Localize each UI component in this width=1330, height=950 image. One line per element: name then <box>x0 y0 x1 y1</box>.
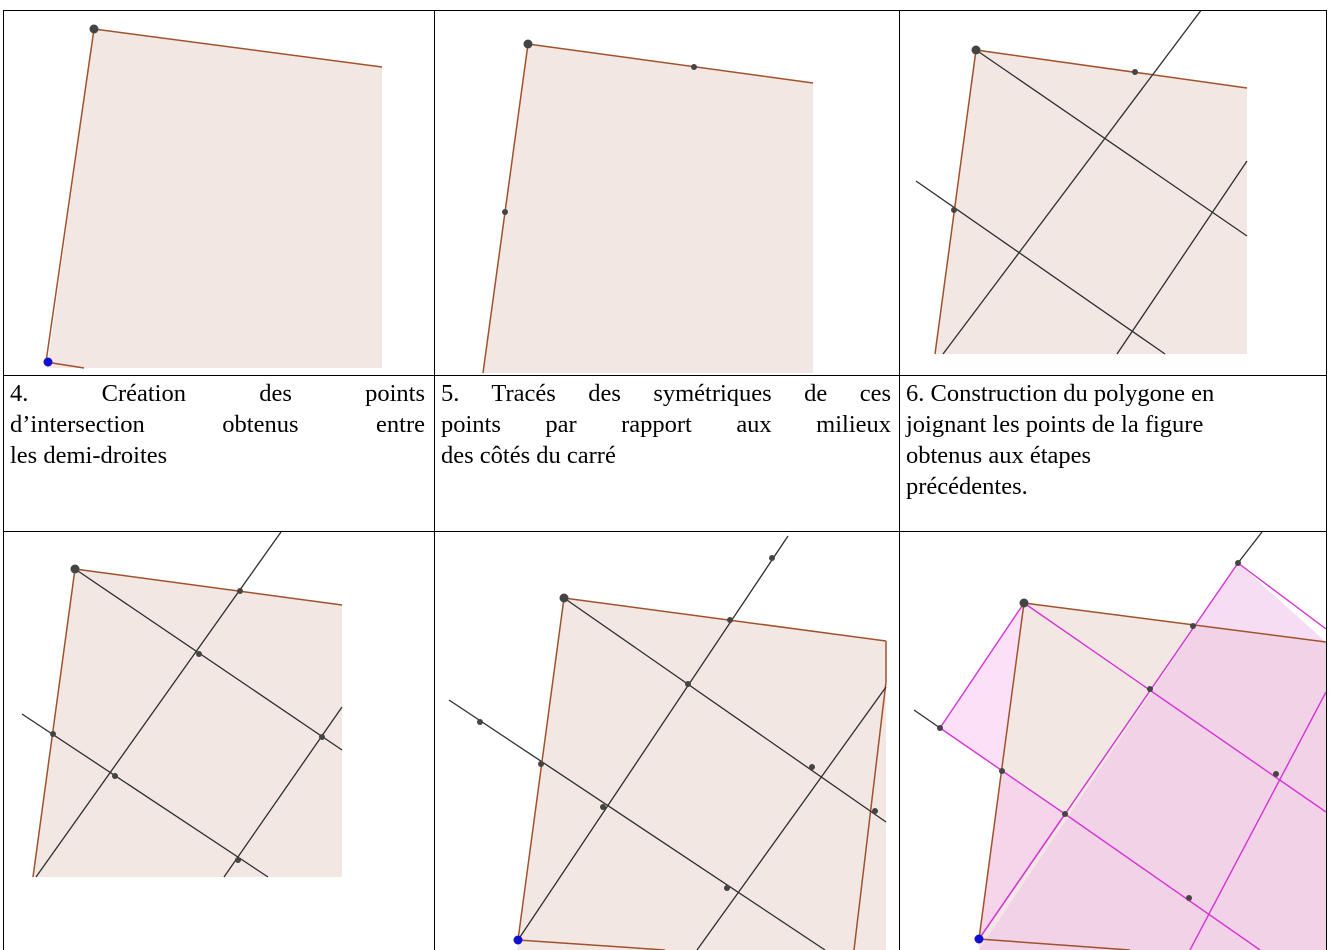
intersection-point <box>1062 811 1068 817</box>
caption-step-6-line-3: obtenus aux étapes <box>906 442 1092 469</box>
vertex-point-blue <box>513 935 523 945</box>
midpoint <box>999 768 1005 774</box>
vertex-point-blue <box>974 934 984 944</box>
intersection-point <box>685 681 691 687</box>
figure-step-5 <box>435 532 899 950</box>
caption-step-6-line-2: joignant les points de la figure <box>906 411 1204 438</box>
intersection-point <box>319 734 325 740</box>
caption-step-4: 4. Création des points d’intersection ob… <box>10 378 425 471</box>
symmetric-point <box>769 555 775 561</box>
caption-step-6-line-1: 6. Construction du polygone en <box>906 380 1215 407</box>
figure-step-2 <box>435 11 899 375</box>
midpoint <box>237 588 243 594</box>
midpoint <box>502 209 508 215</box>
symmetric-point <box>1235 560 1241 566</box>
vertex-point <box>1019 598 1029 608</box>
table-border-col-1 <box>434 10 435 950</box>
vertex-point <box>89 24 99 34</box>
midpoint <box>727 617 733 623</box>
symmetric-point <box>937 725 943 731</box>
table-border-top <box>3 10 1327 11</box>
intersection-point <box>724 885 730 891</box>
intersection-point <box>235 857 241 863</box>
caption-step-5-line-3: des côtés du carré <box>441 442 616 469</box>
table-border-middle-1 <box>3 375 1327 376</box>
caption-step-6-line-4: précédentes. <box>906 473 1028 500</box>
caption-step-5: 5. Tracés des symétriques de ces points … <box>441 378 891 471</box>
intersection-point <box>600 804 606 810</box>
caption-step-4-line-2: d’intersection obtenus entre <box>10 411 425 438</box>
table-border-right <box>1326 10 1327 950</box>
midpoint <box>951 207 957 213</box>
vertex-point-blue <box>43 357 53 367</box>
vertex-point <box>971 45 981 55</box>
table-border-col-2 <box>899 10 900 950</box>
intersection-point <box>1147 686 1153 692</box>
symmetric-point <box>477 719 483 725</box>
intersection-point <box>809 764 815 770</box>
figure-step-3 <box>900 11 1326 375</box>
intersection-point <box>196 651 202 657</box>
midpoint <box>691 64 697 70</box>
intersection-point <box>1186 895 1192 901</box>
vertex-point <box>523 39 533 49</box>
caption-step-5-line-1: 5. Tracés des symétriques de ces <box>441 380 891 407</box>
table-border-middle-2 <box>3 531 1327 532</box>
figure-step-4 <box>4 532 434 950</box>
figure-step-6 <box>900 532 1326 950</box>
vertex-point <box>559 593 569 603</box>
midpoint <box>1190 623 1196 629</box>
caption-step-4-line-1: 4. Création des points <box>10 380 425 407</box>
intersection-point <box>872 808 878 814</box>
midpoint <box>538 761 544 767</box>
intersection-point <box>112 773 118 779</box>
caption-step-4-line-3: les demi-droites <box>10 442 168 469</box>
intersection-point <box>1273 771 1279 777</box>
table-border-left <box>3 10 4 950</box>
caption-step-5-line-2: points par rapport aux milieux <box>441 411 891 438</box>
figure-step-1 <box>4 11 434 375</box>
vertex-point <box>70 564 80 574</box>
midpoint <box>1132 69 1138 75</box>
caption-step-6: 6. Construction du polygone en joignant … <box>906 378 1324 502</box>
midpoint <box>50 731 56 737</box>
